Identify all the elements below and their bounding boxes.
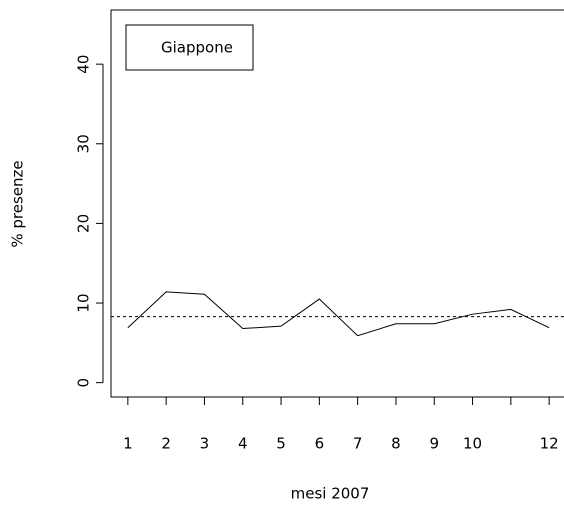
y-tick-label: 0 <box>75 378 93 388</box>
y-tick-label: 30 <box>75 134 93 153</box>
x-tick-label: 10 <box>463 435 482 453</box>
y-tick-label: 20 <box>75 214 93 233</box>
x-tick-label: 1 <box>123 435 133 453</box>
y-tick-label: 10 <box>75 293 93 312</box>
x-tick-label: 8 <box>391 435 401 453</box>
legend-label: Giappone <box>161 39 233 57</box>
x-tick-label: 7 <box>353 435 363 453</box>
x-axis-label: mesi 2007 <box>291 485 370 503</box>
line-series <box>127 291 550 337</box>
y-tick-label: 40 <box>75 55 93 74</box>
x-tick-label: 4 <box>238 435 248 453</box>
legend-box <box>125 24 254 71</box>
x-tick-label: 5 <box>276 435 286 453</box>
x-tick-label: 3 <box>200 435 210 453</box>
y-axis-label: % presenze <box>9 160 27 247</box>
x-tick-label: 6 <box>315 435 325 453</box>
x-tick-label: 2 <box>161 435 171 453</box>
x-tick-label: 12 <box>540 435 559 453</box>
x-tick-label: 9 <box>429 435 439 453</box>
